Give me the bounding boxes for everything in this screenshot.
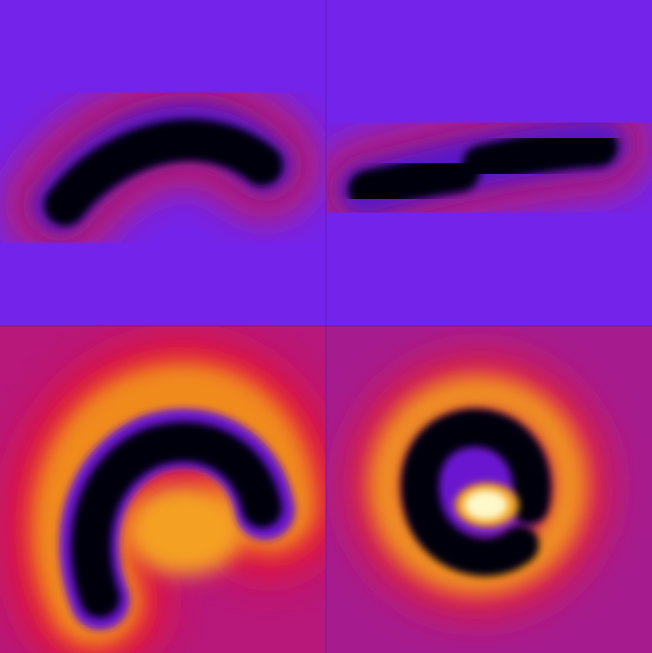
panel-bottom-left [0,326,326,653]
panel-top-right [326,0,652,326]
panel-top-left [0,0,326,326]
panel-bottom-right [326,326,652,653]
